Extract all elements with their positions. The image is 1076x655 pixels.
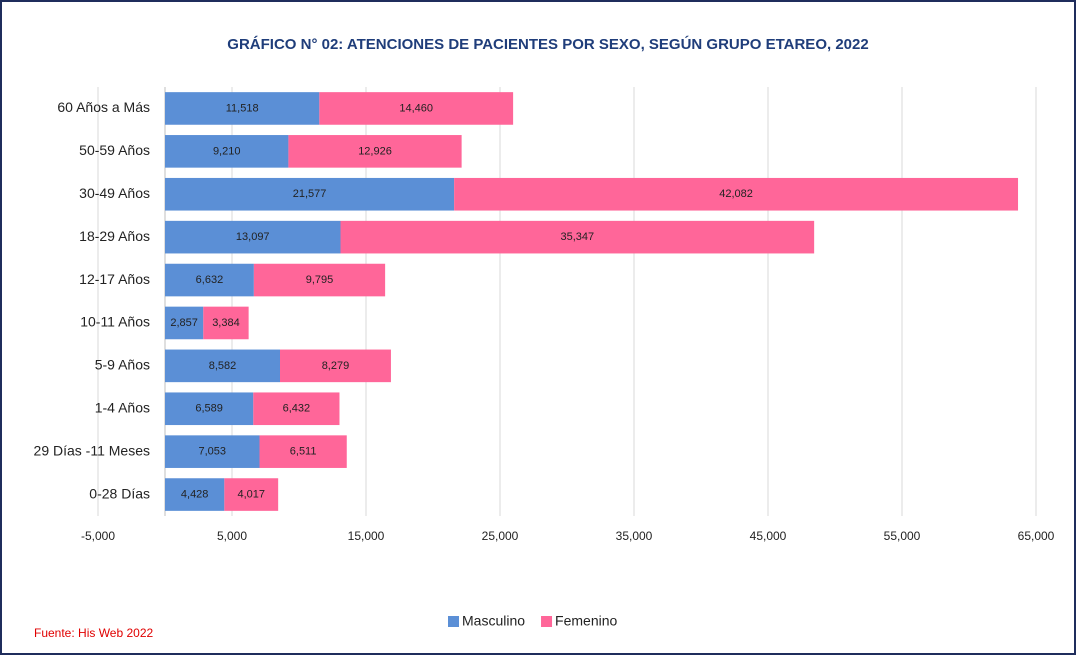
x-tick-label: 55,000 [884,529,921,543]
bar-segment [165,349,280,383]
value-label: 14,460 [399,102,433,114]
bar-segment [224,478,279,511]
bar-segment [319,92,514,125]
bar-segment [165,135,289,168]
y-tick-label: 50-59 Años [79,142,150,158]
value-label: 9,210 [213,145,241,157]
bar-segment [279,349,391,383]
bar-segment [165,478,225,511]
value-label: 8,582 [209,360,237,372]
value-label: 4,017 [237,488,265,500]
value-label: 12,926 [358,145,392,157]
chart-title: GRÁFICO N° 02: ATENCIONES DE PACIENTES P… [227,35,868,53]
y-tick-label: 18-29 Años [79,228,150,244]
bar-segment [165,435,260,468]
legend-label: Masculino [462,613,525,629]
y-tick-label: 10-11 Años [80,314,150,330]
value-label: 3,384 [212,317,240,329]
x-tick-label: 45,000 [750,529,787,543]
legend-swatch [448,616,459,627]
y-tick-label: 29 Días -11 Meses [34,442,150,458]
value-label: 21,577 [293,188,327,200]
value-label: 2,857 [170,317,198,329]
x-tick-label: 15,000 [348,529,385,543]
x-tick-label: 35,000 [616,529,653,543]
bar-segment [165,220,341,254]
y-tick-label: 30-49 Años [79,185,150,201]
value-label: 9,795 [306,274,334,286]
value-label: 13,097 [236,231,270,243]
value-label: 35,347 [560,231,594,243]
bar-segment [203,306,249,340]
bar-segment [340,220,815,254]
bar-segment [253,392,340,426]
value-label: 6,589 [195,403,223,415]
x-tick-label: 5,000 [217,529,247,543]
legend-label: Femenino [555,613,617,629]
source: Fuente: His Web 2022 [34,626,154,640]
y-tick-label: 5-9 Años [95,357,150,373]
bar-segment [165,306,204,340]
y-tick-label: 1-4 Años [95,399,150,415]
bar-segment [454,177,1019,211]
bar-segment [165,263,254,297]
value-label: 4,428 [181,488,209,500]
value-label: 42,082 [719,188,753,200]
x-tick-label: 25,000 [482,529,519,543]
bar-segment [165,92,320,125]
bar-segment [253,263,386,297]
value-label: 6,511 [290,446,317,458]
legend-swatch [541,616,553,627]
x-tick-label: -5,000 [81,529,115,543]
value-label: 6,432 [283,403,311,415]
y-tick-label: 60 Años a Más [57,99,150,115]
bar-segment [259,435,347,468]
x-tick-label: 65,000 [1018,529,1055,543]
y-tick-label: 12-17 Años [79,271,150,287]
value-label: 7,053 [198,446,226,458]
bar-segment [288,135,462,168]
value-label: 8,279 [322,360,350,372]
value-label: 6,632 [196,274,224,286]
bar-segment [165,392,254,426]
bar-segment [165,177,455,211]
y-tick-label: 0-28 Días [89,485,150,501]
value-label: 11,518 [226,102,259,114]
